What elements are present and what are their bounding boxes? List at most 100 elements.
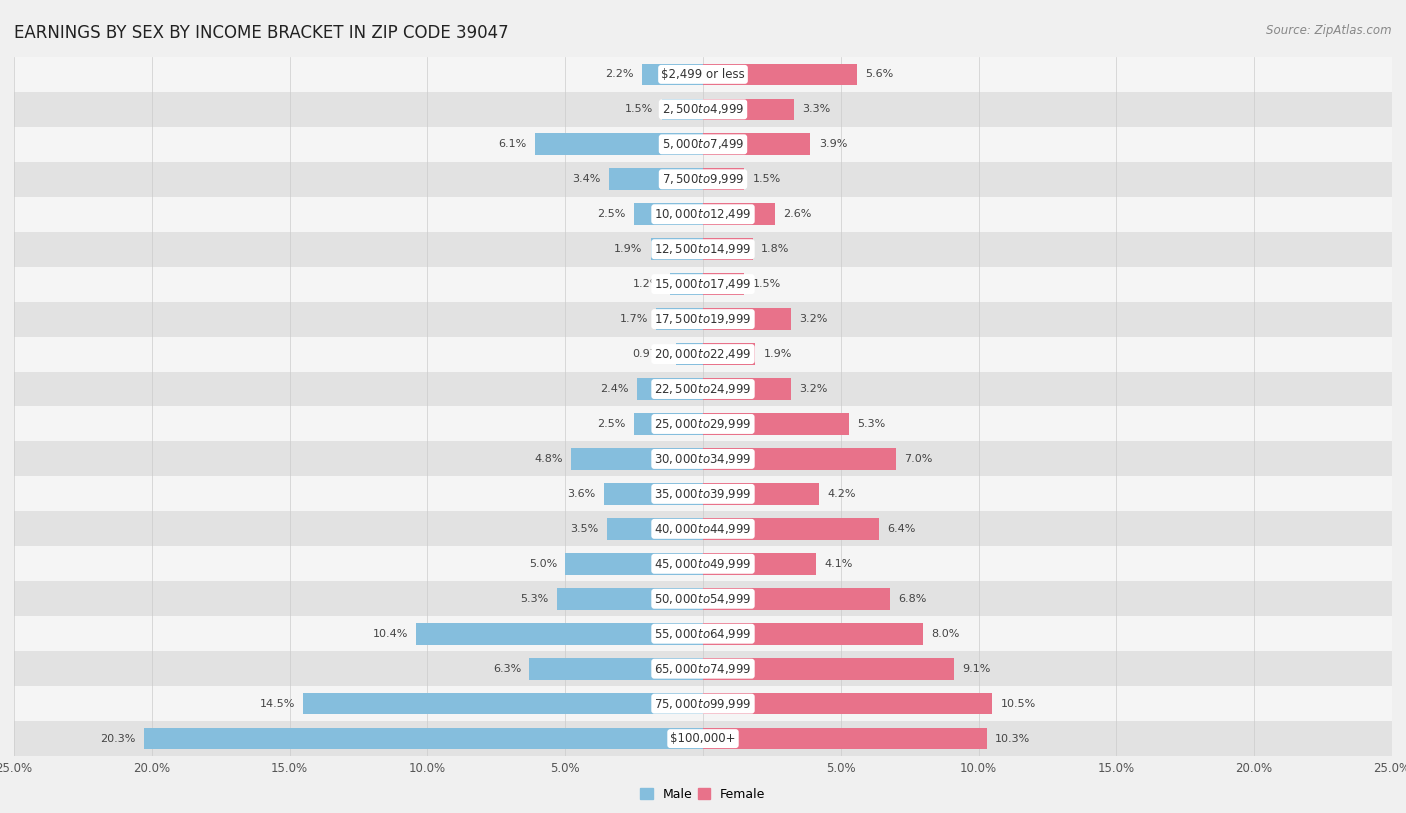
Text: $20,000 to $22,499: $20,000 to $22,499	[654, 347, 752, 361]
Bar	[634, 203, 703, 225]
Text: 6.4%: 6.4%	[887, 524, 917, 534]
Bar	[609, 168, 703, 190]
Text: 7.0%: 7.0%	[904, 454, 932, 464]
Text: $30,000 to $34,999: $30,000 to $34,999	[654, 452, 752, 466]
Text: EARNINGS BY SEX BY INCOME BRACKET IN ZIP CODE 39047: EARNINGS BY SEX BY INCOME BRACKET IN ZIP…	[14, 24, 509, 42]
Bar	[703, 273, 744, 295]
Text: 1.5%: 1.5%	[752, 174, 780, 185]
Bar	[565, 553, 703, 575]
Text: 2.6%: 2.6%	[783, 209, 811, 220]
Text: $35,000 to $39,999: $35,000 to $39,999	[654, 487, 752, 501]
Text: 3.9%: 3.9%	[818, 139, 848, 150]
Text: Source: ZipAtlas.com: Source: ZipAtlas.com	[1267, 24, 1392, 37]
Bar	[534, 133, 703, 155]
Text: $17,500 to $19,999: $17,500 to $19,999	[654, 312, 752, 326]
Text: 2.4%: 2.4%	[600, 384, 628, 394]
Bar	[703, 728, 987, 750]
Text: $45,000 to $49,999: $45,000 to $49,999	[654, 557, 752, 571]
Bar	[669, 273, 703, 295]
Text: 1.5%: 1.5%	[626, 104, 654, 115]
Bar	[662, 98, 703, 120]
Bar	[416, 623, 703, 645]
Bar	[703, 518, 879, 540]
Text: 20.3%: 20.3%	[100, 733, 135, 744]
Bar	[651, 238, 703, 260]
Text: 14.5%: 14.5%	[260, 698, 295, 709]
Text: $5,000 to $7,499: $5,000 to $7,499	[662, 137, 744, 151]
Text: $7,500 to $9,999: $7,500 to $9,999	[662, 172, 744, 186]
Text: $65,000 to $74,999: $65,000 to $74,999	[654, 662, 752, 676]
Text: 3.6%: 3.6%	[567, 489, 596, 499]
Bar	[703, 658, 953, 680]
Text: 2.2%: 2.2%	[606, 69, 634, 80]
Bar	[643, 63, 703, 85]
Text: 4.8%: 4.8%	[534, 454, 562, 464]
Text: 5.0%: 5.0%	[529, 559, 557, 569]
Text: 3.3%: 3.3%	[803, 104, 831, 115]
Bar	[530, 658, 703, 680]
Text: 6.3%: 6.3%	[494, 663, 522, 674]
Text: $15,000 to $17,499: $15,000 to $17,499	[654, 277, 752, 291]
Bar	[14, 162, 1392, 197]
Bar	[14, 721, 1392, 756]
Bar	[703, 413, 849, 435]
Bar	[703, 693, 993, 715]
Bar	[143, 728, 703, 750]
Bar	[703, 343, 755, 365]
Bar	[703, 168, 744, 190]
Bar	[14, 337, 1392, 372]
Bar	[14, 197, 1392, 232]
Bar	[703, 238, 752, 260]
Bar	[14, 232, 1392, 267]
Text: 2.5%: 2.5%	[598, 209, 626, 220]
Bar	[14, 441, 1392, 476]
Text: $2,499 or less: $2,499 or less	[661, 68, 745, 80]
Text: 1.2%: 1.2%	[633, 279, 662, 289]
Text: 6.8%: 6.8%	[898, 593, 927, 604]
Text: 4.1%: 4.1%	[824, 559, 852, 569]
Bar	[14, 686, 1392, 721]
Text: 3.4%: 3.4%	[572, 174, 600, 185]
Text: 3.5%: 3.5%	[569, 524, 599, 534]
Bar	[14, 406, 1392, 441]
Text: 10.4%: 10.4%	[373, 628, 408, 639]
Bar	[703, 378, 792, 400]
Text: $75,000 to $99,999: $75,000 to $99,999	[654, 697, 752, 711]
Text: 8.0%: 8.0%	[932, 628, 960, 639]
Bar	[14, 127, 1392, 162]
Bar	[14, 581, 1392, 616]
Text: 10.3%: 10.3%	[995, 733, 1031, 744]
Bar	[571, 448, 703, 470]
Text: 1.8%: 1.8%	[761, 244, 789, 254]
Text: $40,000 to $44,999: $40,000 to $44,999	[654, 522, 752, 536]
Text: $10,000 to $12,499: $10,000 to $12,499	[654, 207, 752, 221]
Bar	[703, 203, 775, 225]
Bar	[657, 308, 703, 330]
Text: 4.2%: 4.2%	[827, 489, 855, 499]
Bar	[703, 588, 890, 610]
Text: 1.9%: 1.9%	[614, 244, 643, 254]
Bar	[703, 553, 815, 575]
Bar	[14, 302, 1392, 337]
Bar	[606, 518, 703, 540]
Bar	[637, 378, 703, 400]
Text: 0.97%: 0.97%	[633, 349, 668, 359]
Text: $100,000+: $100,000+	[671, 733, 735, 745]
Legend: Male, Female: Male, Female	[636, 783, 770, 806]
Text: 6.1%: 6.1%	[498, 139, 527, 150]
Text: $25,000 to $29,999: $25,000 to $29,999	[654, 417, 752, 431]
Bar	[603, 483, 703, 505]
Bar	[14, 651, 1392, 686]
Bar	[14, 616, 1392, 651]
Bar	[703, 308, 792, 330]
Bar	[676, 343, 703, 365]
Text: 10.5%: 10.5%	[1001, 698, 1036, 709]
Bar	[703, 133, 810, 155]
Bar	[14, 92, 1392, 127]
Text: 1.9%: 1.9%	[763, 349, 792, 359]
Bar	[14, 267, 1392, 302]
Text: 5.3%: 5.3%	[520, 593, 548, 604]
Bar	[14, 372, 1392, 406]
Text: $2,500 to $4,999: $2,500 to $4,999	[662, 102, 744, 116]
Text: $55,000 to $64,999: $55,000 to $64,999	[654, 627, 752, 641]
